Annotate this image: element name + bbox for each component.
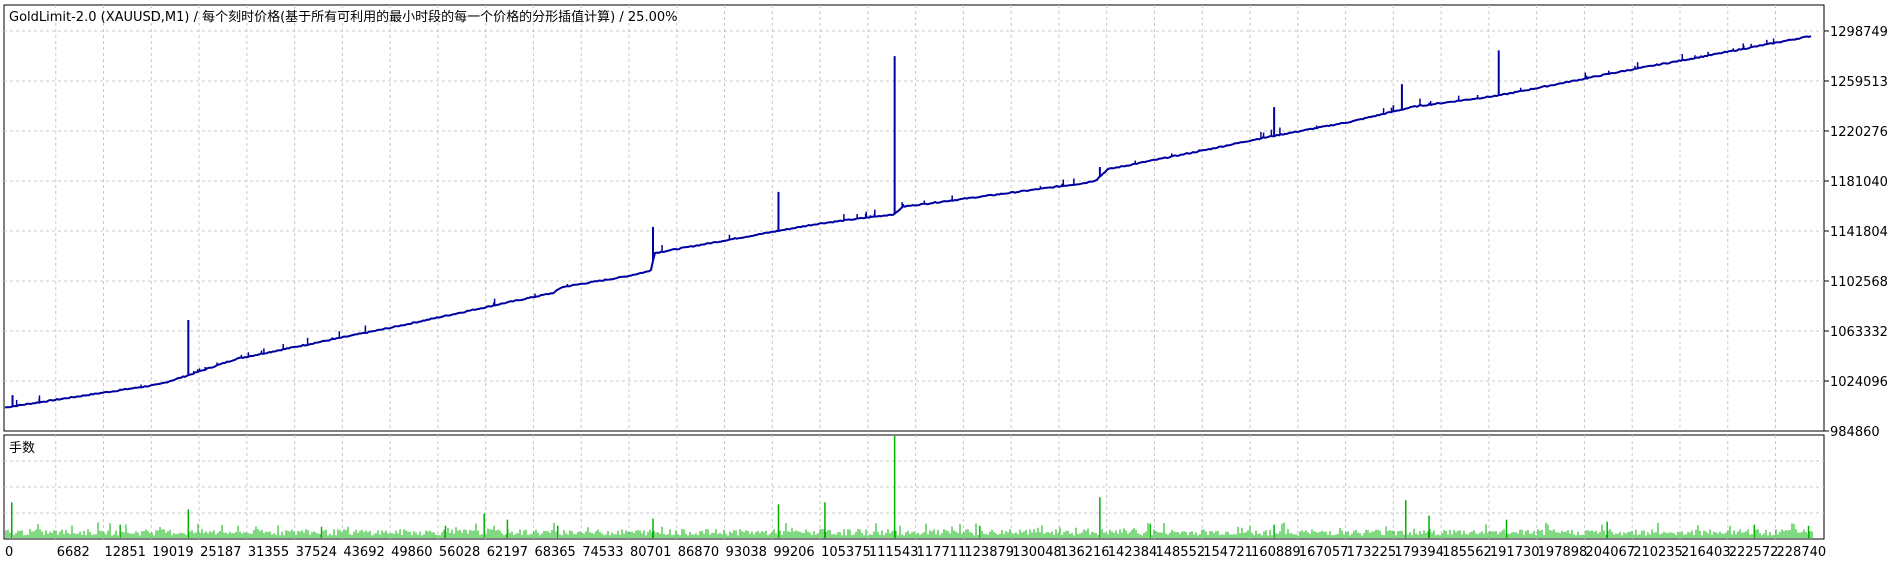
x-tick-label: 80701 bbox=[630, 545, 671, 560]
x-tick-label: 25187 bbox=[200, 545, 241, 560]
x-tick-label: 136216 bbox=[1060, 545, 1110, 560]
x-tick-label: 123879 bbox=[964, 545, 1014, 560]
x-tick-label: 142384 bbox=[1108, 545, 1158, 560]
x-tick-label: 130048 bbox=[1012, 545, 1062, 560]
balance-grid bbox=[4, 5, 1824, 431]
balance-panel-frame bbox=[3, 4, 1825, 432]
x-tick-label: 56028 bbox=[439, 545, 480, 560]
x-tick-label: 210235 bbox=[1633, 545, 1683, 560]
y-tick-label: 1181040 bbox=[1830, 175, 1888, 190]
x-tick-label: 68365 bbox=[534, 545, 575, 560]
y-tick-label: 1141804 bbox=[1830, 225, 1888, 240]
x-tick-label: 105375 bbox=[821, 545, 871, 560]
x-axis: 0 6682 12851 19019 25187 31355 37524 43692 49860… bbox=[5, 545, 1826, 560]
balance-y-axis: 1298749 1259513 1220276 1181040 1141804 11025… bbox=[1824, 25, 1888, 440]
x-tick-label: 86870 bbox=[678, 545, 719, 560]
volume-grid bbox=[4, 435, 1824, 539]
x-tick-label: 43692 bbox=[343, 545, 384, 560]
x-tick-label: 111543 bbox=[869, 545, 919, 560]
x-tick-label: 173225 bbox=[1347, 545, 1397, 560]
x-tick-label: 185562 bbox=[1442, 545, 1492, 560]
y-tick-label: 1298749 bbox=[1830, 25, 1888, 40]
x-tick-label: 204067 bbox=[1585, 545, 1635, 560]
x-tick-label: 6682 bbox=[57, 545, 90, 560]
balance-panel: 1298749 1259513 1220276 1181040 1141804 11025… bbox=[3, 4, 1888, 440]
y-tick-label: 1063332 bbox=[1830, 325, 1888, 340]
x-tick-label: 154721 bbox=[1203, 545, 1253, 560]
balance-line bbox=[4, 35, 1812, 409]
x-tick-label: 117711 bbox=[917, 545, 967, 560]
x-tick-label: 49860 bbox=[391, 545, 432, 560]
x-tick-label: 62197 bbox=[487, 545, 528, 560]
y-tick-label: 984860 bbox=[1830, 425, 1880, 440]
x-tick-label: 179394 bbox=[1394, 545, 1444, 560]
x-tick-label: 160889 bbox=[1251, 545, 1301, 560]
x-tick-label: 216403 bbox=[1681, 545, 1731, 560]
y-tick-label: 1220276 bbox=[1830, 125, 1888, 140]
x-tick-label: 148552 bbox=[1155, 545, 1205, 560]
x-tick-label: 197898 bbox=[1538, 545, 1588, 560]
volume-panel-title: 手数 bbox=[9, 441, 35, 456]
x-tick-label: 19019 bbox=[152, 545, 193, 560]
x-tick-label: 222572 bbox=[1729, 545, 1779, 560]
volume-panel: 手数 bbox=[3, 434, 1825, 540]
chart-title: GoldLimit-2.0 (XAUUSD,M1) / 每个刻时价格(基于所有可… bbox=[9, 9, 677, 25]
x-tick-label: 99206 bbox=[773, 545, 814, 560]
x-tick-label: 12851 bbox=[105, 545, 146, 560]
x-tick-label: 191730 bbox=[1490, 545, 1540, 560]
x-tick-label: 74533 bbox=[582, 545, 623, 560]
x-tick-label: 228740 bbox=[1777, 545, 1827, 560]
y-tick-label: 1259513 bbox=[1830, 75, 1888, 90]
x-tick-label: 0 bbox=[5, 545, 13, 560]
volume-bars bbox=[5, 436, 1813, 538]
x-tick-label: 93038 bbox=[726, 545, 767, 560]
x-tick-label: 31355 bbox=[248, 545, 289, 560]
y-tick-label: 1102568 bbox=[1830, 275, 1888, 290]
x-tick-label: 167057 bbox=[1299, 545, 1349, 560]
x-tick-label: 37524 bbox=[296, 545, 337, 560]
y-tick-label: 1024096 bbox=[1830, 375, 1888, 390]
